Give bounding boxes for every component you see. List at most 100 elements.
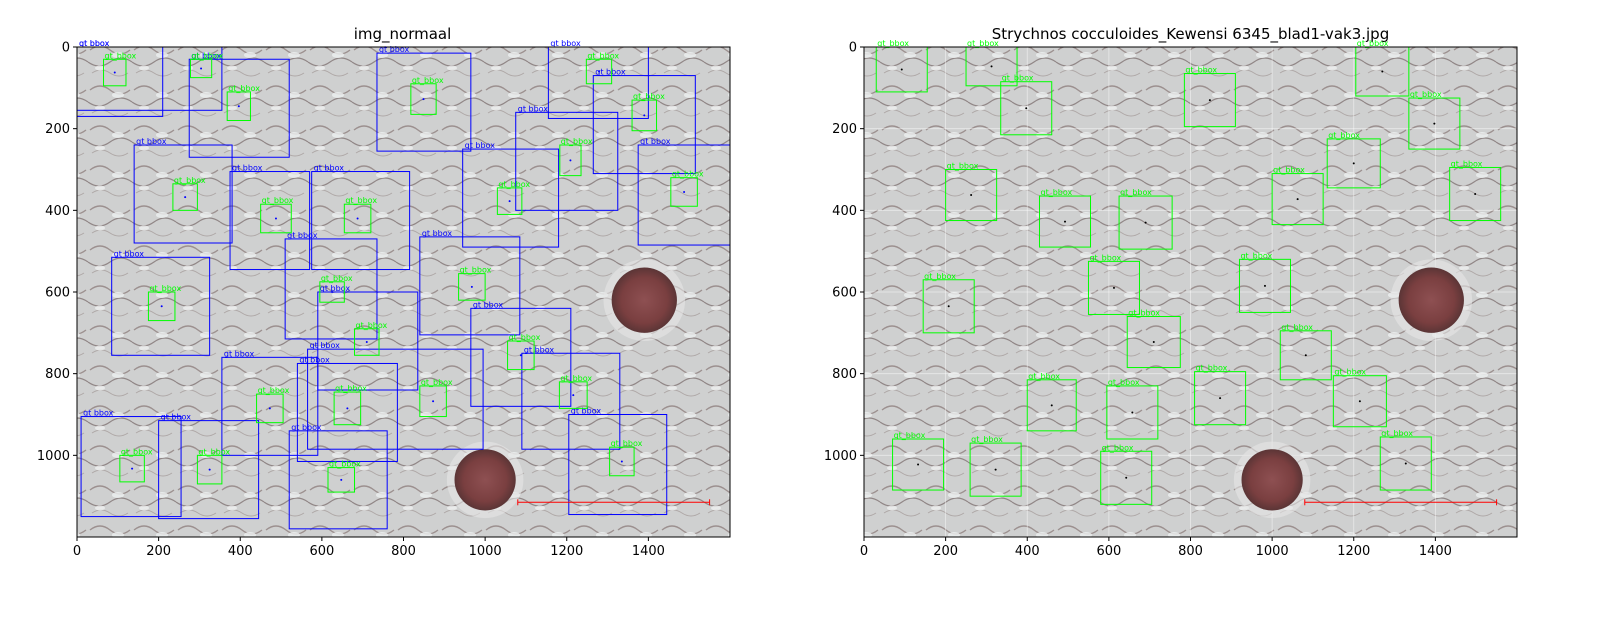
pred-box xyxy=(568,414,668,516)
panel-left-pred-boxes: gt bbox gt bbox gt bbox gt bbox gt bbox gt bb… xyxy=(76,39,731,530)
gt-box-label: gt_bbox xyxy=(1381,429,1413,438)
gt-box-label: gt_bbox xyxy=(1102,443,1134,452)
gt-box-label: gt_bbox xyxy=(967,39,999,48)
gt-box-label: gt_bbox xyxy=(1410,90,1442,99)
gt-box xyxy=(631,99,658,132)
gt-box-label: gt_bbox xyxy=(1002,74,1034,83)
gt-center-point xyxy=(1352,162,1355,165)
pred-box xyxy=(111,256,211,356)
gt-box-label: gt_bbox xyxy=(1334,368,1366,377)
y-tick-label: 0 xyxy=(62,41,70,56)
gt-center-point xyxy=(947,305,950,308)
gt-box xyxy=(922,279,975,334)
panel-left-pores xyxy=(446,259,686,519)
gt-box xyxy=(1238,258,1291,313)
gt-box xyxy=(327,467,356,493)
gt-box xyxy=(1449,166,1502,222)
pred-box xyxy=(80,416,182,518)
gt-center-point xyxy=(1474,193,1477,195)
gt-center-point xyxy=(237,105,240,108)
gt-center-point xyxy=(1112,286,1115,289)
gt-center-point xyxy=(1358,400,1361,403)
pred-box xyxy=(221,356,319,456)
y-tick-label: 800 xyxy=(832,367,857,382)
gt-box-label: gt_bbox xyxy=(924,272,956,281)
gt-box xyxy=(119,454,145,483)
x-tick-label: 0 xyxy=(73,544,81,559)
gt-center-point xyxy=(597,70,600,73)
pred-box xyxy=(521,352,621,450)
panel-right-title: Strychnos cocculoides_Kewensi 6345_blad1… xyxy=(992,25,1389,44)
gt-box-label: gt_bbox xyxy=(121,447,153,456)
gt-box-label: gt_bbox xyxy=(947,162,979,171)
gt-box-label: gt_bbox xyxy=(498,180,530,189)
pred-box-label: gt bbox xyxy=(550,39,581,48)
gt-center-point xyxy=(990,65,993,68)
y-tick-label: 200 xyxy=(832,122,857,137)
pred-box xyxy=(419,236,521,336)
gt-center-point xyxy=(1219,397,1222,400)
gt-center-point xyxy=(1296,198,1299,201)
pred-box xyxy=(515,111,619,211)
gt-box-label: gt_bbox xyxy=(174,176,206,185)
gt-center-point xyxy=(131,467,134,470)
gt-center-point xyxy=(1263,284,1266,287)
pred-box-label: gt bbox xyxy=(422,229,453,238)
gt-box-label: gt_bbox xyxy=(258,386,290,395)
gt-box xyxy=(558,381,588,409)
gt-box xyxy=(103,58,127,87)
pred-box-label: gt bbox xyxy=(291,423,322,432)
x-tick-label: 1400 xyxy=(632,544,665,559)
pred-box xyxy=(229,171,311,271)
gt-box-label: gt_bbox xyxy=(105,51,137,60)
panel-left-scale-bar xyxy=(517,499,711,506)
gt-box xyxy=(969,442,1022,497)
pore xyxy=(1241,449,1303,511)
gt-center-point xyxy=(970,194,973,197)
gt-box xyxy=(196,454,223,485)
gt-box-label: gt_bbox xyxy=(509,333,541,342)
y-tick-label: 400 xyxy=(45,204,70,219)
gt-box-label: gt_bbox xyxy=(1120,188,1152,197)
gt-center-point xyxy=(208,468,211,471)
x-tick-label: 1000 xyxy=(1256,544,1289,559)
gt-center-point xyxy=(1125,476,1128,479)
pred-box xyxy=(296,362,398,462)
pore xyxy=(1398,267,1464,333)
x-tick-label: 1000 xyxy=(469,544,502,559)
gt-box xyxy=(507,340,535,371)
pred-box-label: gt bbox xyxy=(287,231,318,240)
gt-box-label: gt_bbox xyxy=(228,84,260,93)
gt-box-label: gt_bbox xyxy=(1273,166,1305,175)
pred-box-label: gt bbox xyxy=(314,164,345,173)
gt-box xyxy=(458,273,486,301)
pred-box-label: gt bbox xyxy=(224,349,255,358)
gt-box xyxy=(410,83,437,115)
gt-box-label: gt_bbox xyxy=(321,274,353,283)
x-tick-label: 600 xyxy=(309,544,334,559)
gt-box-label: gt_bbox xyxy=(1451,159,1483,168)
gt-box-label: gt_bbox xyxy=(198,447,230,456)
panel-right-scale-bar xyxy=(1304,499,1498,506)
gt-box-label: gt_bbox xyxy=(633,92,665,101)
pred-box xyxy=(288,430,388,530)
gt-center-point xyxy=(917,463,920,466)
gt-center-point xyxy=(1208,99,1211,102)
gt-center-point xyxy=(683,190,686,193)
gt-box xyxy=(1194,371,1247,426)
panel-right-x-axis: 0 200 400 600 800 1000 1200 1400 xyxy=(860,537,1452,559)
gt-box xyxy=(226,91,251,121)
gt-box xyxy=(333,391,362,426)
pred-box-label: gt bbox xyxy=(320,284,351,293)
x-tick-label: 800 xyxy=(391,544,416,559)
gt-box xyxy=(559,144,582,177)
x-tick-label: 400 xyxy=(228,544,253,559)
gt-box-label: gt_bbox xyxy=(1196,364,1228,373)
gt-box-label: gt_bbox xyxy=(894,431,926,440)
gt-box-label: gt_bbox xyxy=(1328,131,1360,140)
gt-box-label: gt_bbox xyxy=(149,284,181,293)
x-tick-label: 200 xyxy=(933,544,958,559)
gt-box-label: gt_bbox xyxy=(1028,372,1060,381)
